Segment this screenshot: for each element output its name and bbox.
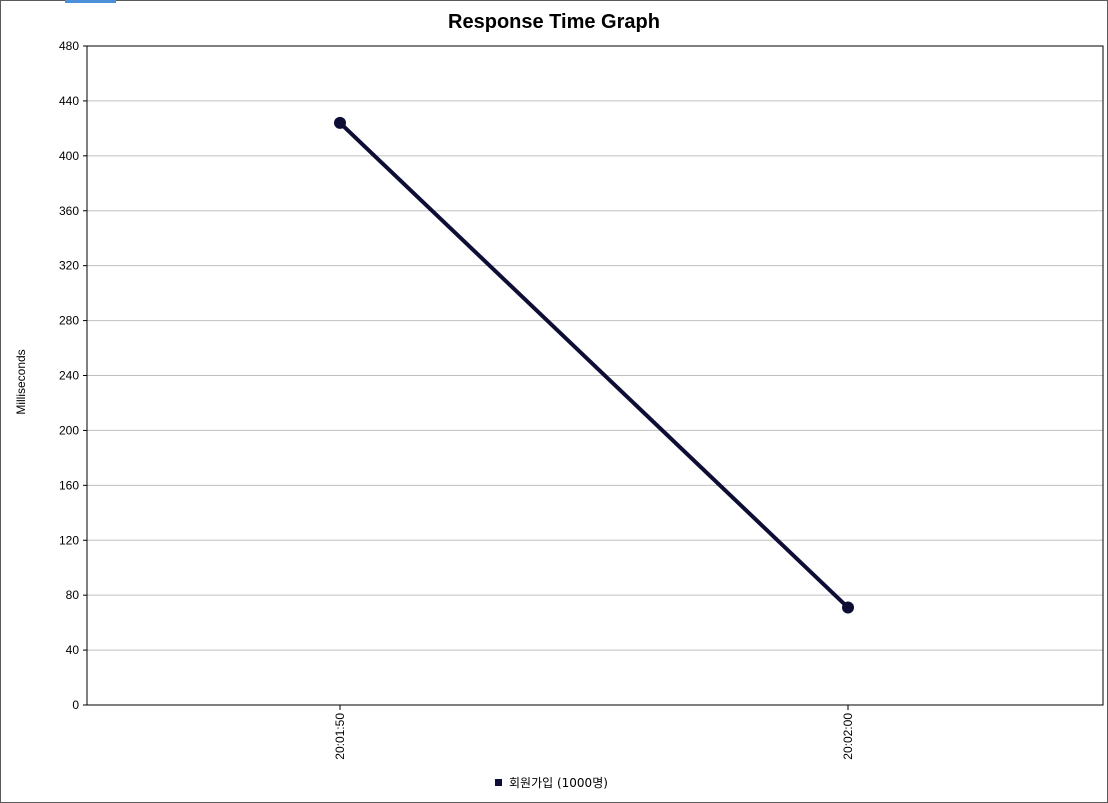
y-tick-label-0: 0 [72, 698, 79, 712]
y-tick-label-1: 40 [66, 643, 80, 657]
window-tab-indicator [65, 0, 116, 3]
y-axis-ticks: 0 40 80 120 160 200 240 280 320 360 400 440 480 [59, 39, 87, 712]
x-axis-ticks: 20:01:50 20:02:00 [333, 705, 855, 760]
y-tick-label-6: 240 [59, 369, 79, 383]
y-tick-label-5: 200 [59, 423, 79, 437]
series-line-0 [338, 121, 850, 609]
plot-area [86, 45, 1104, 706]
y-tick-label-11: 440 [59, 94, 79, 108]
data-point-0-1 [842, 601, 854, 614]
y-tick-label-12: 480 [59, 39, 79, 53]
chart-title: Response Time Graph [448, 11, 660, 33]
y-tick-label-3: 120 [59, 533, 79, 547]
y-tick-label-9: 360 [59, 204, 79, 218]
y-tick-label-7: 280 [59, 314, 79, 328]
legend: 회원가입 (1000명) [495, 776, 608, 790]
y-tick-label-10: 400 [59, 149, 79, 163]
legend-swatch-0 [495, 779, 502, 786]
gridlines [87, 100, 1103, 651]
x-tick-label-0: 20:01:50 [333, 713, 347, 760]
y-tick-label-4: 160 [59, 478, 79, 492]
y-tick-label-8: 320 [59, 259, 79, 273]
y-tick-label-2: 80 [66, 588, 80, 602]
x-tick-label-1: 20:02:00 [841, 713, 855, 760]
legend-label-0: 회원가입 (1000명) [509, 776, 608, 790]
y-axis-label: Milliseconds [14, 349, 28, 414]
data-point-0-0 [334, 116, 346, 129]
series-lines [334, 116, 854, 614]
